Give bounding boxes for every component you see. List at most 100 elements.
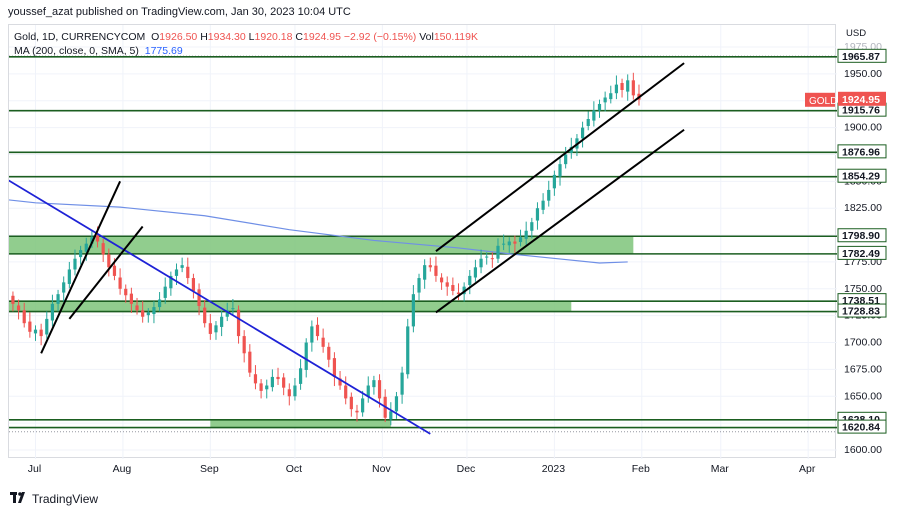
candle — [231, 299, 235, 315]
support-zone — [210, 419, 391, 428]
candle-body — [417, 278, 421, 293]
candle — [169, 271, 173, 296]
candle-body — [439, 277, 444, 283]
candle-body — [231, 308, 235, 310]
candle — [259, 379, 263, 399]
candle-body — [406, 326, 410, 375]
candle — [270, 369, 274, 392]
candle-body — [163, 286, 167, 298]
candle — [197, 283, 201, 316]
candle — [507, 237, 511, 253]
candle-body — [186, 266, 190, 279]
level-label-box — [837, 228, 887, 243]
price-axis[interactable]: 1600.001625.001650.001675.001700.001725.… — [836, 24, 900, 458]
candle — [315, 317, 320, 341]
legend-close-label: C — [295, 31, 303, 43]
candle — [208, 314, 212, 340]
candle — [45, 311, 49, 339]
candle — [146, 308, 150, 323]
level-label-value: 1620.84 — [842, 422, 880, 434]
candle — [372, 375, 376, 395]
time-tick-label: Nov — [372, 463, 391, 475]
legend-symbol[interactable]: Gold, 1D, CURRENCYCOM — [14, 31, 146, 43]
candle — [118, 268, 122, 295]
candle-body — [366, 385, 370, 397]
candle-body — [377, 380, 382, 399]
candle — [355, 404, 359, 422]
candle — [580, 121, 585, 148]
legend-ma-label[interactable]: MA (200, close, 0, SMA, 5) — [14, 45, 139, 57]
candle-body — [315, 324, 320, 337]
candle-body — [152, 307, 156, 315]
candle — [152, 301, 156, 324]
candle — [287, 383, 291, 406]
candle-body — [174, 269, 179, 276]
time-axis-svg: Jul Aug Sep Oct Nov Dec 2023 Feb Mar Apr — [28, 463, 816, 475]
candle — [163, 277, 167, 304]
candle — [434, 256, 438, 282]
candle-body — [67, 269, 71, 284]
candle — [242, 330, 246, 363]
candle-body — [411, 294, 415, 327]
candle — [11, 291, 15, 312]
candle — [304, 338, 308, 378]
price-tick-label: 1900.00 — [844, 122, 882, 134]
publish-line: youssef_azat published on TradingView.co… — [8, 6, 351, 18]
candle-body — [332, 358, 337, 377]
candle — [377, 374, 382, 408]
tradingview-watermark[interactable]: TradingView — [10, 491, 98, 506]
level-label-box — [837, 168, 887, 183]
time-axis[interactable]: Jul Aug Sep Oct Nov Dec 2023 Feb Mar Apr — [8, 458, 836, 478]
candle-body — [524, 230, 528, 239]
candle — [558, 158, 562, 186]
candle — [637, 84, 641, 106]
level-label-value: 1782.49 — [842, 248, 880, 260]
candle — [423, 259, 427, 289]
candle — [327, 342, 331, 368]
legend-ohlc-row: Gold, 1D, CURRENCYCOM O1926.50 H1934.30 … — [14, 30, 478, 44]
chart-svg[interactable]: GOLD — [0, 25, 837, 459]
candle-body — [146, 312, 150, 316]
candle-body — [586, 119, 590, 126]
channel-trendline — [435, 62, 685, 252]
legend-change: −2.92 (−0.15%) — [343, 31, 417, 43]
candle-body — [620, 83, 624, 90]
tradingview-logo-svg — [10, 492, 25, 503]
candle — [530, 217, 534, 239]
time-tick-label: Sep — [200, 463, 219, 475]
candle-body — [614, 84, 619, 94]
candle — [597, 99, 602, 118]
candle-body — [203, 307, 207, 324]
candle — [180, 257, 184, 273]
legend-ma-row: MA (200, close, 0, SMA, 5) 1775.69 — [14, 44, 478, 58]
candle-body — [468, 275, 472, 286]
candle — [73, 249, 77, 276]
candle-body — [423, 265, 427, 280]
price-tick-label: 1950.00 — [844, 68, 882, 80]
legend-high: 1934.30 — [207, 31, 246, 43]
candle-body — [220, 316, 224, 327]
price-axis-svg: 1600.001625.001650.001675.001700.001725.… — [837, 28, 887, 456]
candle — [417, 273, 421, 301]
candle-body — [456, 292, 461, 295]
candle-body — [445, 282, 449, 287]
chart-plot-area[interactable]: GOLD — [0, 24, 837, 459]
time-tick-label: Mar — [711, 463, 730, 475]
candle-body — [180, 265, 184, 268]
candle — [626, 74, 630, 101]
tradingview-logo-icon — [10, 491, 28, 506]
candle — [518, 229, 523, 247]
candle-body — [95, 235, 100, 242]
candle — [428, 257, 432, 272]
candle-body — [349, 396, 353, 410]
price-tick-label: 1825.00 — [844, 202, 882, 214]
candle-body — [473, 267, 478, 278]
candle-body — [564, 154, 568, 165]
level-label-box — [837, 48, 887, 63]
candle-body — [428, 265, 432, 268]
candle — [473, 259, 478, 282]
candle-body — [580, 127, 585, 139]
price-tag-box — [838, 91, 886, 106]
candle — [124, 284, 128, 303]
level-label-box — [837, 419, 887, 434]
